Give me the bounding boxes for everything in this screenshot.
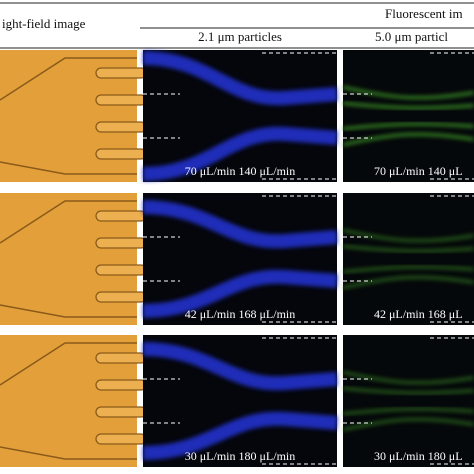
- flow-rate-label: 30 μL/min 180 μL/min: [185, 449, 296, 463]
- outlet-finger: [95, 121, 147, 133]
- outlet-finger: [95, 264, 147, 276]
- fluorescent-image-blue: [143, 50, 337, 182]
- outlet-finger: [95, 433, 147, 445]
- particle-stream: [342, 101, 474, 110]
- outlet-finger: [95, 94, 147, 106]
- outlet-finger: [95, 210, 147, 222]
- outlet-finger: [95, 379, 147, 391]
- outlet-finger: [95, 237, 147, 249]
- flow-rate-label: 70 μL/min 140 μL: [374, 164, 463, 178]
- outlet-finger: [95, 406, 147, 418]
- particle-stream: [342, 122, 474, 131]
- particle-stream: [342, 244, 474, 253]
- flow-rate-label: 70 μL/min 140 μL/min: [185, 164, 296, 178]
- particle-stream: [142, 411, 338, 460]
- outlet-finger: [95, 67, 147, 79]
- particle-stream: [342, 85, 474, 100]
- outlet-finger: [95, 148, 147, 160]
- header-column: 5.0 μm particl: [375, 29, 448, 44]
- particle-stream: [142, 269, 338, 318]
- outlet-finger: [95, 352, 147, 364]
- particle-stream: [142, 126, 338, 181]
- particle-stream: [342, 370, 474, 385]
- particle-stream: [342, 265, 474, 274]
- particle-stream: [142, 342, 338, 391]
- flow-rate-label: 42 μL/min 168 μL/min: [185, 307, 296, 321]
- channel-outline: [0, 200, 137, 318]
- header-bright-field: ight-field image: [2, 16, 86, 31]
- rows: 70 μL/min 140 μL/min 70 μL/min 140 μL 42 μ…: [0, 50, 474, 467]
- channel-outline: [0, 57, 137, 175]
- particle-stream: [342, 417, 474, 432]
- particle-stream: [342, 275, 474, 290]
- particle-stream: [342, 386, 474, 395]
- channel-outline: [0, 342, 137, 460]
- particle-stream: [142, 200, 338, 249]
- particle-stream: [342, 407, 474, 416]
- flow-rate-label: 30 μL/min 180 μL: [374, 449, 463, 463]
- flow-rate-label: 42 μL/min 168 μL: [374, 307, 463, 321]
- header-column: 2.1 μm particles: [198, 29, 282, 44]
- header-fluorescent: Fluorescent im: [385, 6, 463, 21]
- particle-stream: [342, 132, 474, 147]
- outlet-finger: [95, 291, 147, 303]
- particle-stream: [142, 51, 338, 106]
- particle-stream: [342, 228, 474, 243]
